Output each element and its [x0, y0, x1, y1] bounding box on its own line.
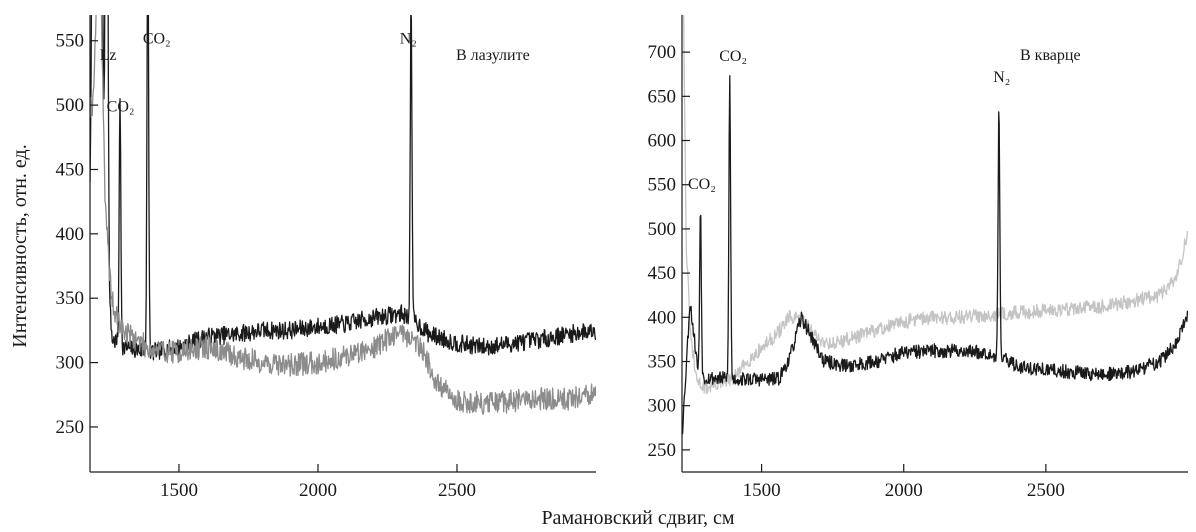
- y-ticks: 250 300 350 400 450 500 550 600 650 700: [648, 42, 690, 461]
- x-tick-label: 2000: [299, 480, 337, 501]
- x-tick-label: 2500: [438, 480, 476, 501]
- peak-label: N₂: [993, 69, 1010, 86]
- y-tick-label: 700: [648, 42, 677, 63]
- x-axis-title: Рамановский сдвиг, см: [541, 507, 734, 529]
- x-tick-label: 1500: [743, 480, 781, 501]
- x-tick-label: 2500: [1027, 480, 1065, 501]
- y-tick-label: 400: [56, 224, 85, 245]
- y-tick-label: 250: [56, 417, 85, 438]
- series-line-0: [682, 15, 1188, 395]
- peak-annotations: CO₂ CO₂ N₂: [688, 48, 1010, 193]
- y-tick-label: 350: [648, 352, 677, 373]
- series-layer: [90, 15, 596, 416]
- x-tick-label: 2000: [885, 480, 923, 501]
- y-tick-label: 450: [648, 263, 677, 284]
- x-tick-label: 1500: [160, 480, 198, 501]
- series-line-0: [90, 15, 596, 361]
- panel-label: В лазулите: [456, 47, 530, 64]
- y-tick-label: 350: [56, 288, 85, 309]
- panel-label: В кварце: [1020, 47, 1081, 64]
- peak-label: CO₂: [107, 99, 135, 116]
- y-tick-label: 450: [56, 159, 85, 180]
- y-ticks: 250 300 350 400 450 500 550: [56, 31, 98, 438]
- peak-annotations: Lz CO₂ CO₂ N₂: [100, 30, 417, 115]
- y-tick-label: 500: [648, 219, 677, 240]
- x-ticks: 1500 2000 2500: [160, 464, 476, 501]
- series-line-1: [90, 15, 596, 416]
- y-tick-label: 550: [56, 31, 85, 52]
- x-ticks: 1500 2000 2500: [743, 464, 1065, 501]
- y-tick-label: 300: [648, 396, 677, 417]
- y-tick-label: 600: [648, 131, 677, 152]
- chart-panel-quartz: 250 300 350 400 450 500 550 600 650 700 1500 2000 2…: [648, 15, 1188, 501]
- peak-label: CO₂: [688, 176, 716, 193]
- peak-label: Lz: [100, 47, 117, 64]
- y-tick-label: 650: [648, 86, 677, 107]
- y-axis-title: Интенсивность, отн. ед.: [9, 144, 31, 347]
- y-tick-label: 300: [56, 353, 85, 374]
- y-tick-label: 250: [648, 440, 677, 461]
- y-tick-label: 550: [648, 175, 677, 196]
- chart-panel-laz: 250 300 350 400 450 500 550 1500 2000 2500 Lz CO₂…: [56, 15, 596, 501]
- peak-label: CO₂: [143, 30, 171, 47]
- y-tick-label: 500: [56, 95, 85, 116]
- peak-label: CO₂: [719, 48, 747, 65]
- series-layer: [682, 15, 1188, 435]
- series-line-1: [682, 75, 1188, 435]
- peak-label: N₂: [400, 30, 417, 47]
- y-tick-label: 400: [648, 307, 677, 328]
